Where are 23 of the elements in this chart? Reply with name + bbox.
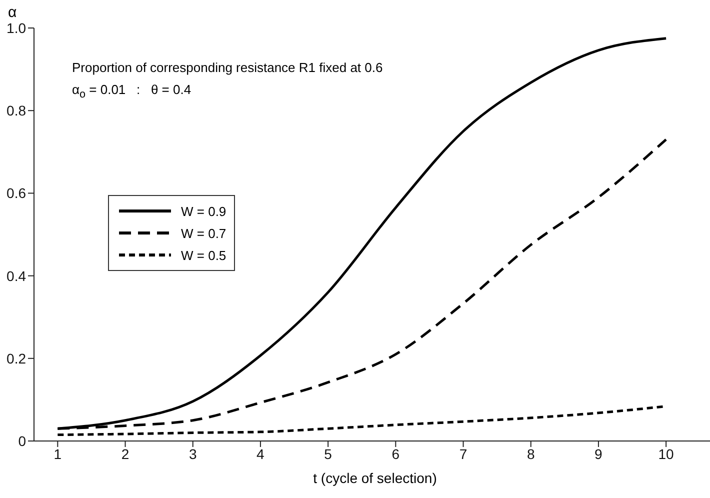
x-tick-label: 1 [54, 446, 62, 462]
y-axis-title: α [8, 4, 17, 21]
y-tick-label: 0 [18, 432, 26, 449]
x-tick-label: 10 [658, 446, 674, 462]
legend-label: W = 0.9 [181, 204, 226, 218]
y-tick-label: 1.0 [6, 20, 26, 36]
x-tick-label: 7 [459, 446, 468, 462]
annotation: Proportion of corresponding resistance R1 fixed at 0.6 [72, 60, 383, 75]
legend-label: W = 0.5 [181, 248, 226, 262]
x-tick-label: 2 [121, 446, 130, 462]
y-tick-label: 0.4 [6, 268, 26, 284]
x-tick-label: 9 [594, 446, 603, 462]
x-tick-label: 6 [392, 446, 400, 462]
x-tick-label: 5 [324, 446, 332, 462]
annotation: α$_{o}$ = 0.01 : θ = 0.4 [72, 82, 192, 101]
y-tick-label: 0.8 [6, 102, 26, 119]
x-axis-title: t (cycle of selection) [312, 470, 438, 486]
x-tick-label: 8 [526, 446, 535, 462]
y-tick-label: 0.6 [6, 185, 26, 202]
legend-label: W = 0.7 [181, 226, 226, 240]
x-tick-label: 3 [188, 446, 197, 462]
y-tick-label: 0.2 [6, 350, 26, 366]
x-tick-label: 4 [256, 446, 265, 462]
